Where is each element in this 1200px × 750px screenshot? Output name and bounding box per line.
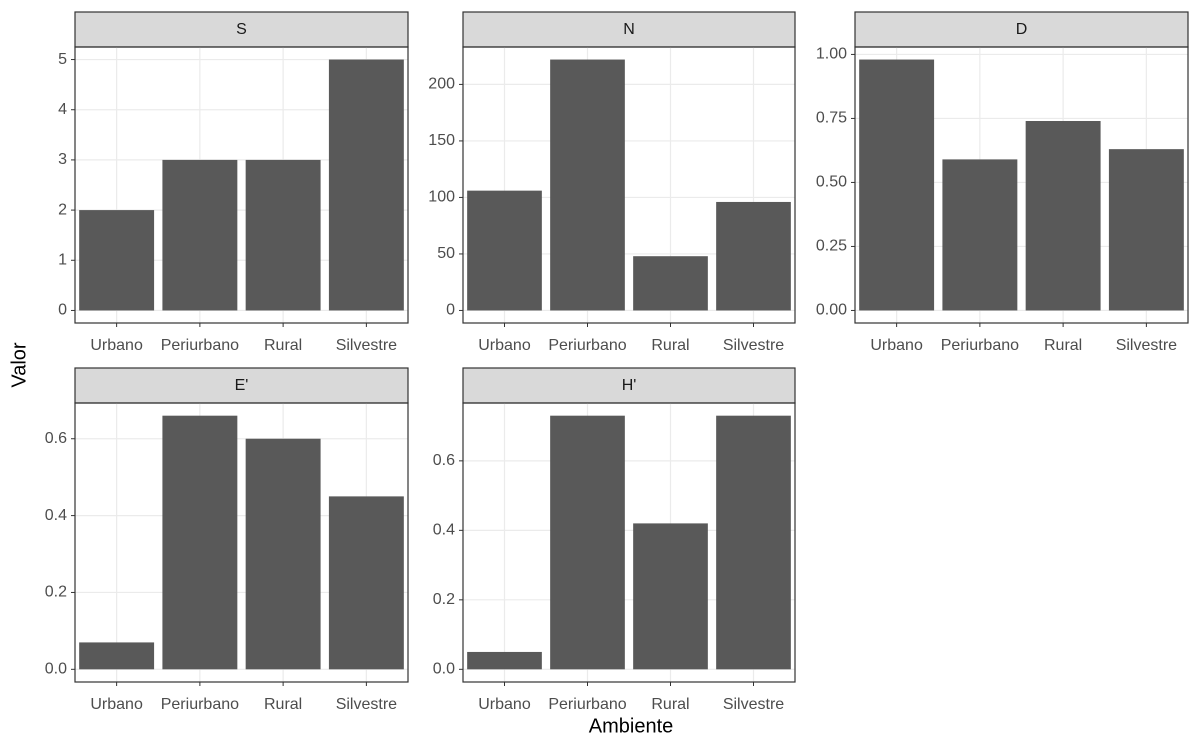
y-tick-label: 0.6 [45, 430, 67, 447]
panel-border [462, 402, 796, 683]
y-tick-label: 5 [58, 51, 67, 68]
bar [79, 642, 155, 670]
bar [162, 159, 238, 311]
y-tick-label: 1.00 [816, 46, 847, 63]
bar [1108, 149, 1184, 311]
x-tick-label: Rural [651, 696, 689, 713]
bar [633, 523, 708, 670]
strip-text: N [623, 21, 635, 38]
x-tick-label: Urbano [90, 337, 143, 354]
y-tick-label: 0.4 [433, 522, 455, 539]
strip [74, 11, 409, 48]
strip [462, 367, 796, 404]
x-tick-label: Rural [264, 696, 302, 713]
x-tick-label: Silvestre [336, 337, 397, 354]
y-tick-label: 0 [446, 302, 455, 319]
x-axis-title: Ambiente [589, 715, 674, 737]
bar [467, 651, 542, 670]
x-tick-label: Periurbano [548, 337, 626, 354]
bar [716, 415, 791, 670]
x-tick-label: Periurbano [161, 696, 239, 713]
x-tick-label: Silvestre [723, 337, 784, 354]
bar [716, 201, 791, 311]
y-tick-label: 200 [428, 76, 455, 93]
x-tick-label: Periurbano [548, 696, 626, 713]
strip-text: H' [622, 377, 637, 394]
bar [550, 59, 625, 311]
strip [462, 11, 796, 48]
bar [1025, 120, 1101, 311]
y-tick-label: 0.0 [45, 661, 67, 678]
y-tick-label: 2 [58, 201, 67, 218]
panel-border [462, 46, 796, 324]
y-tick-label: 0.75 [816, 110, 847, 127]
y-tick-label: 100 [428, 189, 455, 206]
y-tick-label: 0.4 [45, 507, 67, 524]
y-tick-label: 0 [58, 302, 67, 319]
bar [162, 415, 238, 670]
y-tick-label: 0.2 [45, 584, 67, 601]
y-tick-label: 0.25 [816, 238, 847, 255]
y-tick-label: 4 [58, 101, 67, 118]
x-tick-label: Rural [1044, 337, 1082, 354]
panel-border [854, 46, 1189, 324]
y-tick-label: 0.50 [816, 174, 847, 191]
bar [859, 59, 935, 311]
strip-text: E' [235, 377, 249, 394]
bar [79, 210, 155, 311]
x-tick-label: Rural [264, 337, 302, 354]
y-tick-label: 50 [437, 245, 455, 262]
bar [328, 496, 404, 670]
x-tick-label: Urbano [870, 337, 923, 354]
x-tick-label: Silvestre [723, 696, 784, 713]
strip [74, 367, 409, 404]
panel-border [74, 402, 409, 683]
y-tick-label: 0.00 [816, 302, 847, 319]
x-tick-label: Periurbano [161, 337, 239, 354]
y-tick-label: 0.6 [433, 452, 455, 469]
bar [633, 256, 708, 311]
bar [245, 159, 321, 311]
y-tick-label: 1 [58, 251, 67, 268]
bar [942, 159, 1018, 311]
y-tick-label: 3 [58, 151, 67, 168]
x-tick-label: Silvestre [336, 696, 397, 713]
y-tick-label: 0.0 [433, 661, 455, 678]
x-tick-label: Urbano [478, 337, 531, 354]
bar [550, 415, 625, 670]
bar [245, 438, 321, 670]
strip [854, 11, 1189, 48]
x-tick-label: Urbano [90, 696, 143, 713]
x-tick-label: Rural [651, 337, 689, 354]
bar [328, 59, 404, 311]
y-tick-label: 150 [428, 132, 455, 149]
strip-text: D [1016, 21, 1028, 38]
strip-text: S [236, 21, 247, 38]
x-tick-label: Periurbano [941, 337, 1019, 354]
bar [467, 190, 542, 311]
panel-border [74, 46, 409, 324]
x-tick-label: Urbano [478, 696, 531, 713]
x-tick-label: Silvestre [1116, 337, 1177, 354]
y-axis-title: Valor [8, 342, 30, 388]
y-tick-label: 0.2 [433, 591, 455, 608]
